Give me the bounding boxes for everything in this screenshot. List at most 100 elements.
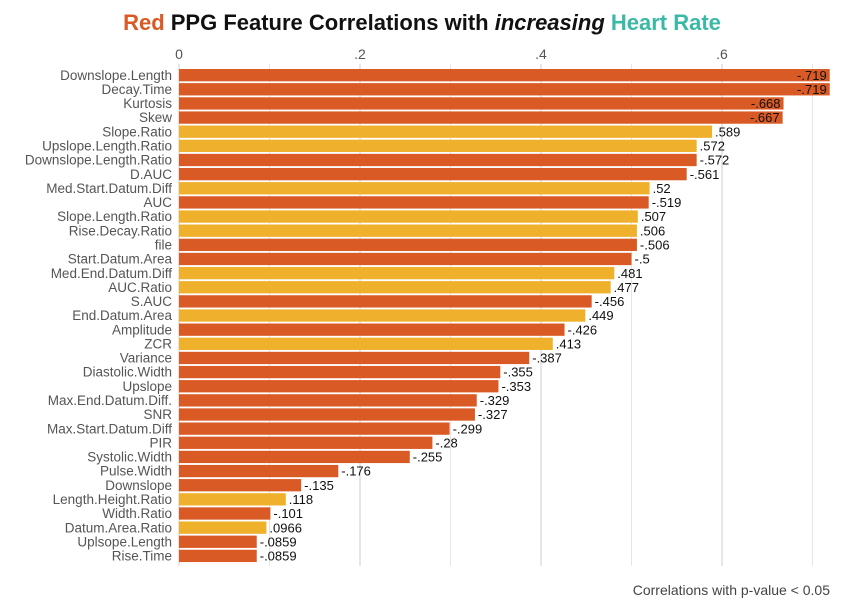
bar bbox=[179, 125, 713, 138]
y-category-label: Skew bbox=[139, 110, 172, 125]
bar bbox=[179, 182, 650, 195]
x-tick-label: .6 bbox=[716, 46, 728, 62]
value-label: .118 bbox=[289, 492, 313, 507]
bar bbox=[179, 365, 501, 379]
y-category-label: End.Datum.Area bbox=[72, 308, 172, 323]
value-label: .506 bbox=[640, 223, 665, 238]
y-category-label: Diastolic.Width bbox=[83, 365, 172, 380]
bar bbox=[179, 97, 784, 110]
value-label: -.355 bbox=[503, 365, 533, 380]
value-labels: -.719-.719 -.668-.667 .589.572-.572-.561 .5… bbox=[260, 68, 827, 564]
bar bbox=[179, 224, 637, 237]
value-label: -.135 bbox=[304, 478, 334, 493]
y-category-label: Uplsope.Length bbox=[77, 534, 172, 549]
bar bbox=[179, 549, 257, 563]
value-label: .507 bbox=[641, 209, 666, 224]
y-category-label: PIR bbox=[149, 435, 172, 450]
y-category-label: Upslope.Length.Ratio bbox=[42, 139, 172, 154]
bar bbox=[179, 210, 638, 223]
bar bbox=[179, 479, 302, 492]
value-label: -.572 bbox=[700, 153, 730, 168]
y-axis-labels: Downslope.LengthDecay.TimeKurtosisSkewSl… bbox=[25, 68, 173, 564]
value-label: -.0859 bbox=[260, 534, 297, 549]
y-category-label: Variance bbox=[120, 351, 172, 366]
bar bbox=[179, 167, 687, 181]
bar bbox=[179, 83, 830, 96]
value-label: -.719 bbox=[797, 68, 827, 83]
bar bbox=[179, 521, 267, 534]
value-label: -.668 bbox=[751, 96, 781, 111]
y-category-label: D.AUC bbox=[130, 167, 172, 182]
bar bbox=[179, 436, 433, 449]
x-tick-label: .2 bbox=[354, 46, 366, 62]
value-label: -.387 bbox=[532, 351, 562, 366]
y-category-label: Start.Datum.Area bbox=[68, 252, 173, 267]
y-category-label: Rise.Decay.Ratio bbox=[69, 223, 172, 238]
x-tick-label: 0 bbox=[175, 46, 183, 62]
bar bbox=[179, 281, 611, 294]
y-category-label: Width.Ratio bbox=[102, 506, 172, 521]
value-label: .413 bbox=[556, 336, 581, 351]
y-category-label: Downslope.Length.Ratio bbox=[25, 153, 172, 168]
y-category-label: Kurtosis bbox=[123, 96, 172, 111]
value-label: .0966 bbox=[269, 520, 302, 535]
bar bbox=[179, 266, 615, 280]
chart-caption: Correlations with p-value < 0.05 bbox=[632, 582, 830, 598]
bar bbox=[179, 535, 257, 548]
value-label: -.426 bbox=[568, 322, 598, 337]
value-label: -.255 bbox=[413, 450, 443, 465]
bar bbox=[179, 69, 830, 82]
bar bbox=[179, 408, 475, 421]
value-label: -.299 bbox=[453, 421, 483, 436]
bar bbox=[179, 450, 410, 464]
bar bbox=[179, 507, 271, 520]
bar bbox=[179, 196, 649, 209]
bar bbox=[179, 464, 339, 478]
bar bbox=[179, 493, 286, 506]
y-category-label: file bbox=[155, 237, 172, 252]
title-heart-rate: Heart Rate bbox=[604, 10, 721, 35]
value-label: -.719 bbox=[797, 82, 827, 97]
y-category-label: Max.Start.Datum.Diff bbox=[47, 421, 172, 436]
value-label: -.28 bbox=[435, 435, 457, 450]
y-category-label: Med.Start.Datum.Diff bbox=[46, 181, 172, 196]
y-category-label: Decay.Time bbox=[101, 82, 172, 97]
value-label: -.561 bbox=[690, 167, 720, 182]
bar bbox=[179, 323, 565, 336]
y-category-label: Upslope bbox=[122, 379, 172, 394]
bar bbox=[179, 295, 592, 308]
title-red-word: Red bbox=[123, 10, 165, 35]
y-category-label: ZCR bbox=[144, 336, 172, 351]
bar bbox=[179, 153, 697, 167]
value-label: .52 bbox=[653, 181, 671, 196]
y-category-label: Slope.Length.Ratio bbox=[57, 209, 172, 224]
value-label: .481 bbox=[617, 266, 642, 281]
y-category-label: AUC.Ratio bbox=[108, 280, 172, 295]
y-category-label: Max.End.Datum.Diff. bbox=[48, 393, 172, 408]
value-label: .449 bbox=[588, 308, 613, 323]
value-label: -.0859 bbox=[260, 549, 297, 564]
bar bbox=[179, 309, 586, 322]
value-label: -.327 bbox=[478, 407, 508, 422]
title-middle: PPG Feature Correlations with bbox=[164, 10, 495, 35]
y-category-label: Downslope bbox=[105, 478, 172, 493]
value-label: -.5 bbox=[635, 252, 650, 267]
y-category-label: SNR bbox=[143, 407, 172, 422]
bar bbox=[179, 111, 783, 124]
y-category-label: Length.Height.Ratio bbox=[53, 492, 172, 507]
bar bbox=[179, 422, 450, 435]
bar bbox=[179, 238, 637, 251]
value-label: -.329 bbox=[480, 393, 510, 408]
bar bbox=[179, 380, 499, 393]
value-label: -.519 bbox=[652, 195, 682, 210]
y-category-label: Amplitude bbox=[112, 322, 172, 337]
value-label: -.101 bbox=[273, 506, 303, 521]
y-category-label: Datum.Area.Ratio bbox=[65, 520, 172, 535]
y-category-label: Pulse.Width bbox=[100, 464, 172, 479]
bar bbox=[179, 337, 553, 350]
bars bbox=[179, 69, 830, 563]
value-label: -.353 bbox=[501, 379, 531, 394]
title-increasing-word: increasing bbox=[494, 10, 605, 35]
bar bbox=[179, 139, 697, 152]
